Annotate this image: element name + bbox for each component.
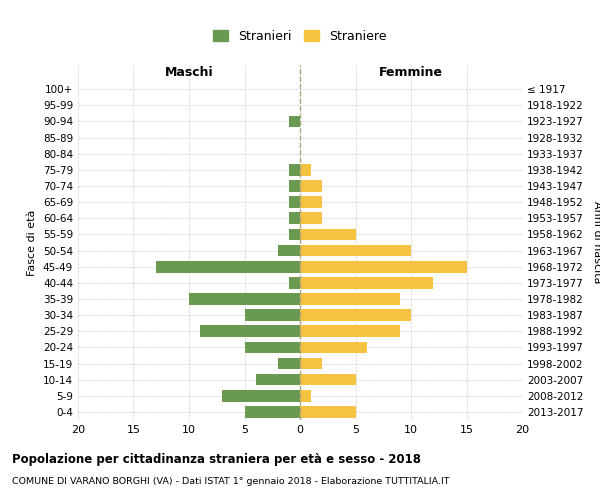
- Bar: [200, 326, 300, 337]
- Bar: [189, 293, 300, 305]
- Text: Femmine: Femmine: [379, 66, 443, 78]
- Bar: [300, 164, 311, 175]
- Bar: [245, 406, 300, 417]
- Bar: [300, 342, 367, 353]
- Bar: [289, 116, 300, 128]
- Bar: [300, 180, 322, 192]
- Bar: [300, 374, 355, 386]
- Bar: [289, 164, 300, 175]
- Y-axis label: Fasce di età: Fasce di età: [28, 210, 37, 276]
- Bar: [300, 245, 411, 256]
- Text: Popolazione per cittadinanza straniera per età e sesso - 2018: Popolazione per cittadinanza straniera p…: [12, 452, 421, 466]
- Bar: [300, 390, 311, 402]
- Y-axis label: Anni di nascita: Anni di nascita: [592, 201, 600, 284]
- Bar: [245, 342, 300, 353]
- Bar: [300, 277, 433, 288]
- Bar: [300, 293, 400, 305]
- Text: COMUNE DI VARANO BORGHI (VA) - Dati ISTAT 1° gennaio 2018 - Elaborazione TUTTITA: COMUNE DI VARANO BORGHI (VA) - Dati ISTA…: [12, 478, 449, 486]
- Bar: [289, 180, 300, 192]
- Bar: [156, 261, 300, 272]
- Bar: [289, 196, 300, 208]
- Bar: [300, 228, 355, 240]
- Bar: [222, 390, 300, 402]
- Bar: [300, 196, 322, 208]
- Bar: [245, 310, 300, 321]
- Bar: [300, 406, 355, 417]
- Bar: [278, 358, 300, 370]
- Bar: [278, 245, 300, 256]
- Bar: [300, 261, 467, 272]
- Bar: [300, 310, 411, 321]
- Bar: [289, 212, 300, 224]
- Bar: [300, 358, 322, 370]
- Bar: [300, 326, 400, 337]
- Legend: Stranieri, Straniere: Stranieri, Straniere: [208, 25, 392, 48]
- Bar: [289, 277, 300, 288]
- Bar: [300, 212, 322, 224]
- Bar: [256, 374, 300, 386]
- Text: Maschi: Maschi: [164, 66, 214, 78]
- Bar: [289, 228, 300, 240]
